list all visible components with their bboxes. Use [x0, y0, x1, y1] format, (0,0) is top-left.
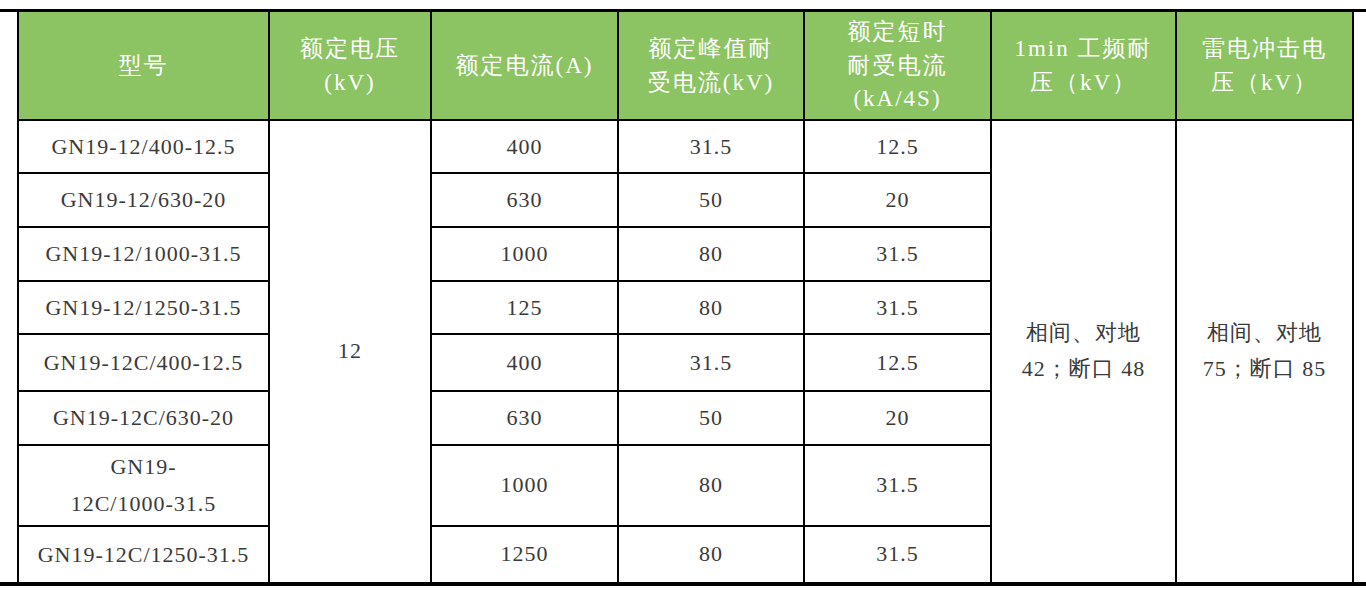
- rated-current-cell: 630: [432, 392, 619, 446]
- peak-withstand-cell: 80: [619, 282, 805, 335]
- short-time-withstand-cell: 31.5: [805, 228, 992, 282]
- rated-current-cell: 125: [432, 282, 619, 335]
- page: 型号 额定电压 (kV) 额定电流(A) 额定峰值耐 受电流(kV) 额定短时 …: [0, 9, 1366, 590]
- peak-withstand-cell: 31.5: [619, 121, 805, 174]
- short-time-withstand-cell: 31.5: [805, 446, 992, 527]
- model-cell: GN19-12C/1250-31.5: [19, 527, 270, 582]
- peak-withstand-cell: 50: [619, 392, 805, 446]
- rated-current-cell: 400: [432, 335, 619, 392]
- header-row: 型号 额定电压 (kV) 额定电流(A) 额定峰值耐 受电流(kV) 额定短时 …: [19, 12, 1354, 121]
- col-header-model: 型号: [19, 12, 270, 121]
- peak-withstand-cell: 80: [619, 446, 805, 527]
- peak-withstand-cell: 80: [619, 228, 805, 282]
- model-cell: GN19-12/1250-31.5: [19, 282, 270, 335]
- short-time-withstand-cell: 31.5: [805, 282, 992, 335]
- rated-current-cell: 1000: [432, 228, 619, 282]
- col-header-rated-current: 额定电流(A): [432, 12, 619, 121]
- peak-withstand-cell: 80: [619, 527, 805, 582]
- rated-current-cell: 400: [432, 121, 619, 174]
- peak-withstand-cell: 31.5: [619, 335, 805, 392]
- rated-current-cell: 1250: [432, 527, 619, 582]
- rated-current-cell: 1000: [432, 446, 619, 527]
- col-header-lightning-impulse: 雷电冲击电 压（kV）: [1177, 12, 1354, 121]
- short-time-withstand-cell: 20: [805, 174, 992, 228]
- rated-current-cell: 630: [432, 174, 619, 228]
- short-time-withstand-cell: 12.5: [805, 121, 992, 174]
- power-freq-merged-cell: 相间、对地 42；断口 48: [992, 121, 1177, 582]
- col-header-peak-withstand: 额定峰值耐 受电流(kV): [619, 12, 805, 121]
- model-cell: GN19-12/630-20: [19, 174, 270, 228]
- short-time-withstand-cell: 20: [805, 392, 992, 446]
- bottom-rule: [0, 582, 1366, 586]
- col-header-rated-voltage: 额定电压 (kV): [270, 12, 432, 121]
- spec-table: 型号 额定电压 (kV) 额定电流(A) 额定峰值耐 受电流(kV) 额定短时 …: [17, 12, 1354, 582]
- col-header-power-freq-withstand: 1min 工频耐 压（kV）: [992, 12, 1177, 121]
- peak-withstand-cell: 50: [619, 174, 805, 228]
- short-time-withstand-cell: 12.5: [805, 335, 992, 392]
- model-cell: GN19-12C/400-12.5: [19, 335, 270, 392]
- short-time-withstand-cell: 31.5: [805, 527, 992, 582]
- model-cell: GN19-12/1000-31.5: [19, 228, 270, 282]
- model-cell: GN19-12/400-12.5: [19, 121, 270, 174]
- model-cell: GN19- 12C/1000-31.5: [19, 446, 270, 527]
- lightning-impulse-merged-cell: 相间、对地 75；断口 85: [1177, 121, 1354, 582]
- table-row: GN19-12/400-12.5 12 400 31.5 12.5 相间、对地 …: [19, 121, 1354, 174]
- col-header-short-time-withstand: 额定短时 耐受电流 (kA/4S): [805, 12, 992, 121]
- model-cell: GN19-12C/630-20: [19, 392, 270, 446]
- rated-voltage-merged-cell: 12: [270, 121, 432, 582]
